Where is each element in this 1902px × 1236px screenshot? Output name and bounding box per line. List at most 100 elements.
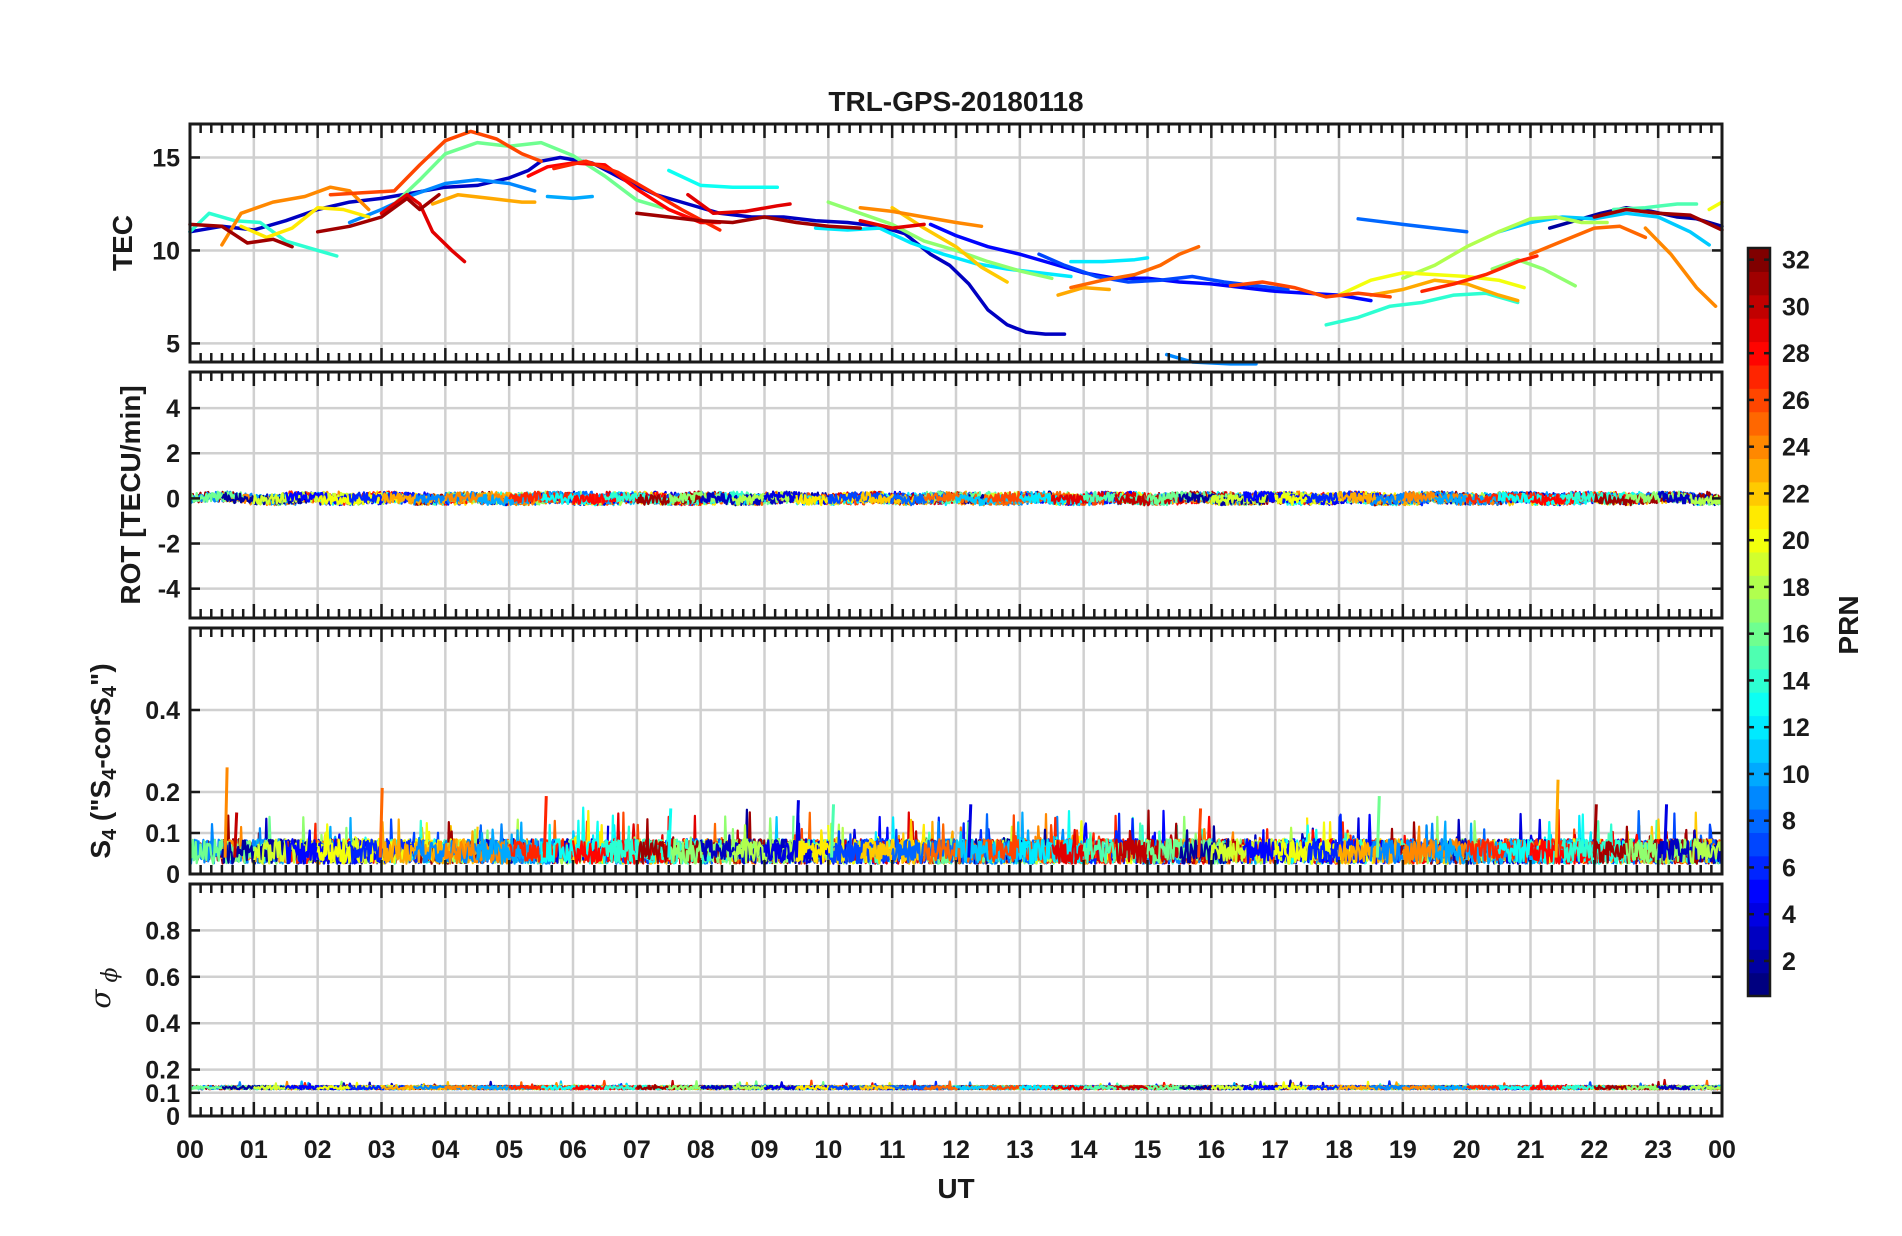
colorbar-swatch-prn-4 xyxy=(1748,902,1770,927)
colorbar-swatch-prn-32 xyxy=(1748,248,1770,272)
y-tick-label: 0.2 xyxy=(145,1057,180,1085)
colorbar-swatch-prn-22 xyxy=(1748,481,1770,506)
tec-series-prn-23 xyxy=(1056,285,1111,297)
rot-series-prn-7 xyxy=(827,491,910,505)
x-tick-label: 00 xyxy=(1708,1136,1736,1164)
tec-series-prn-17 xyxy=(826,200,1054,281)
y-axis-label-s4: S4 ("S4-corS4") xyxy=(85,663,121,858)
y-axis-label-part: σ xyxy=(84,989,117,1009)
rot-series-prn-16 xyxy=(188,490,244,503)
colorbar-swatch-prn-23 xyxy=(1748,458,1770,483)
y-axis-label-part: ("S xyxy=(85,780,116,829)
x-tick-label: 03 xyxy=(368,1136,396,1164)
y-axis-label-part: S xyxy=(85,840,116,859)
colorbar-frame xyxy=(1746,246,1772,998)
colorbar-swatch-prn-24 xyxy=(1748,435,1770,459)
s4-spike-prn-26 xyxy=(1197,808,1203,858)
colorbar-tick-label: 28 xyxy=(1782,340,1810,368)
colorbar-swatch-prn-27 xyxy=(1748,364,1770,389)
colorbar-tick-label: 16 xyxy=(1782,621,1810,649)
y-tick-label: 15 xyxy=(152,144,180,172)
x-tick-label: 11 xyxy=(879,1136,906,1164)
tec-series-prn-31 xyxy=(635,211,863,230)
sigma_phi-series-prn-18 xyxy=(1689,1084,1723,1091)
colorbar-tick-label: 10 xyxy=(1782,761,1810,789)
y-tick-label: 0 xyxy=(166,1103,180,1131)
y-tick-label: 0.8 xyxy=(145,917,180,945)
colorbar-tick-label: 30 xyxy=(1782,293,1810,321)
x-tick-label: 08 xyxy=(687,1136,715,1164)
tec-series-prn-31 xyxy=(188,222,294,249)
x-tick-label: 17 xyxy=(1261,1136,1289,1164)
panel-s4-series xyxy=(188,767,1723,865)
colorbar-tick-label: 12 xyxy=(1782,714,1810,742)
colorbar-tick-label: 4 xyxy=(1782,901,1796,929)
colorbar-tick-label: 6 xyxy=(1782,854,1796,882)
colorbar-swatch-prn-15 xyxy=(1748,645,1770,670)
colorbar-swatch-prn-19 xyxy=(1748,551,1770,576)
y-tick-label: -4 xyxy=(158,576,180,604)
s4-spike-prn-4 xyxy=(794,800,800,858)
s4-series-prn-3 xyxy=(1657,829,1723,865)
colorbar-tick-label: 20 xyxy=(1782,527,1810,555)
x-tick-label: 07 xyxy=(623,1136,651,1164)
colorbar-swatch-prn-30 xyxy=(1748,294,1770,319)
tec-series-prn-8 xyxy=(1356,217,1469,234)
y-axis-label-tec: TEC xyxy=(107,215,138,271)
y-tick-label: -2 xyxy=(158,531,180,559)
sigma_phi-series-prn-16 xyxy=(1146,1084,1203,1091)
x-tick-label: 10 xyxy=(814,1136,842,1164)
x-axis-label: UT xyxy=(937,1173,974,1204)
colorbar-swatch-prn-9 xyxy=(1748,785,1770,810)
y-tick-label: 10 xyxy=(152,237,180,265)
panel-sigma_phi-series xyxy=(188,1078,1723,1091)
tec-series-prn-29 xyxy=(686,192,792,216)
tec-series-prn-13 xyxy=(667,168,780,189)
tec-series-prn-14 xyxy=(188,211,339,258)
s4-series-prn-13 xyxy=(540,806,656,865)
tec-series-prn-20 xyxy=(1337,271,1526,297)
colorbar-tick-label: 26 xyxy=(1782,387,1810,415)
panel-rot-series xyxy=(188,490,1723,507)
tec-series-prn-12 xyxy=(1069,256,1150,264)
tec-series-prn-21 xyxy=(239,205,371,240)
s4-spike-prn-4 xyxy=(1663,804,1669,858)
colorbar-swatch-prn-18 xyxy=(1748,575,1770,600)
y-axis-label-part: ϕ xyxy=(98,967,123,989)
colorbar-swatch-prn-3 xyxy=(1748,925,1770,950)
s4-spike-prn-31 xyxy=(1592,804,1598,858)
x-tick-label: 14 xyxy=(1070,1136,1098,1164)
x-tick-label: 01 xyxy=(240,1136,268,1164)
colorbar-swatch-prn-8 xyxy=(1748,809,1770,833)
s4-series-prn-22 xyxy=(859,818,922,865)
y-tick-label: 0.4 xyxy=(145,1010,180,1038)
x-tick-label: 21 xyxy=(1517,1136,1545,1164)
x-tick-label: 19 xyxy=(1389,1136,1417,1164)
s4-spike-prn-27 xyxy=(542,796,548,858)
tec-series-prn-14 xyxy=(1324,291,1520,327)
colorbar-tick-label: 8 xyxy=(1782,808,1796,836)
y-tick-label: 0.4 xyxy=(145,697,180,725)
colorbar-swatch-prn-11 xyxy=(1748,738,1770,763)
panel-tec: 5 10 15 TEC xyxy=(107,122,1724,366)
y-tick-label: 0 xyxy=(166,485,180,513)
tec-series-prn-17 xyxy=(1490,257,1577,288)
colorbar-swatch-prn-17 xyxy=(1748,598,1770,623)
panel-rot: -4 -2 0 2 4 ROT [TECU/min] xyxy=(115,370,1724,620)
colorbar-swatch-prn-1 xyxy=(1748,972,1770,997)
colorbar-swatch-prn-13 xyxy=(1748,692,1770,717)
colorbar-swatch-prn-7 xyxy=(1748,832,1770,857)
y-tick-label: 4 xyxy=(166,395,180,423)
y-tick-label: 2 xyxy=(166,440,180,468)
tec-series-prn-25 xyxy=(1528,224,1648,256)
s4-series-prn-29 xyxy=(1051,828,1109,865)
s4-spike-prn-16 xyxy=(1375,796,1381,858)
y-tick-label: 0.2 xyxy=(145,779,180,807)
tec-series-prn-23 xyxy=(1369,278,1520,303)
y-tick-label: 0.1 xyxy=(145,1080,180,1108)
x-tick-label: 04 xyxy=(431,1136,459,1164)
x-tick-label: 09 xyxy=(751,1136,779,1164)
rot-series-prn-17 xyxy=(668,490,722,505)
